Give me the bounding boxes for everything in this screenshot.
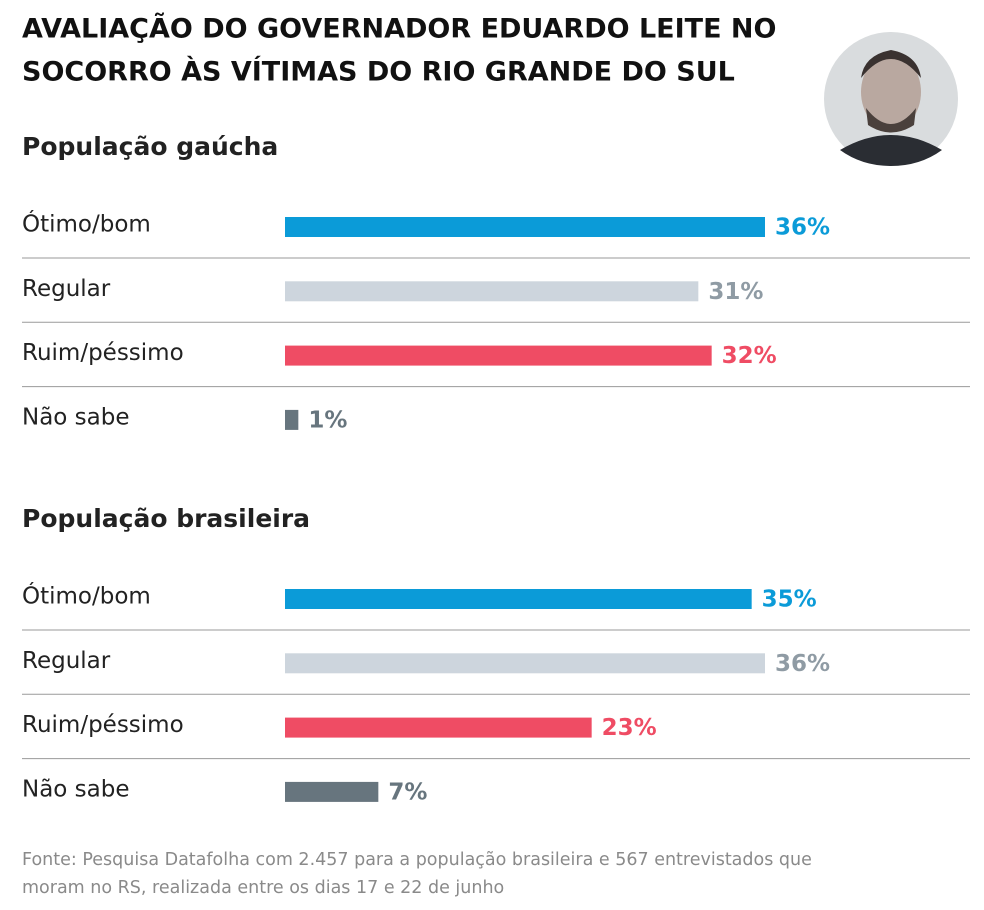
category-label: Não sabe	[22, 404, 130, 430]
category-label: Não sabe	[22, 776, 130, 802]
bar	[285, 653, 765, 674]
category-label: Regular	[22, 276, 111, 302]
value-label: 23%	[602, 715, 657, 741]
category-label: Regular	[22, 648, 111, 674]
source-line: moram no RS, realizada entre os dias 17 …	[22, 878, 504, 898]
category-label: Ótimo/bom	[22, 582, 151, 610]
value-label: 7%	[388, 779, 427, 805]
panel-title: População brasileira	[22, 504, 310, 533]
bar	[285, 217, 765, 237]
source-line: Fonte: Pesquisa Datafolha com 2.457 para…	[22, 850, 812, 870]
value-label: 1%	[308, 407, 347, 433]
bar	[285, 781, 379, 802]
bar	[285, 409, 299, 430]
bar	[285, 281, 699, 302]
category-label: Ruim/péssimo	[22, 340, 184, 366]
portrait	[824, 32, 958, 166]
bar	[285, 345, 712, 366]
title-line: SOCORRO ÀS VÍTIMAS DO RIO GRANDE DO SUL	[22, 56, 735, 88]
bar	[285, 717, 592, 738]
value-label: 36%	[775, 651, 830, 677]
value-label: 35%	[762, 587, 817, 613]
value-label: 32%	[722, 343, 777, 369]
title-line: AVALIAÇÃO DO GOVERNADOR EDUARDO LEITE NO	[22, 13, 776, 45]
value-label: 36%	[775, 215, 830, 241]
value-label: 31%	[708, 279, 763, 305]
category-label: Ótimo/bom	[22, 210, 151, 238]
panel-title: População gaúcha	[22, 132, 278, 161]
category-label: Ruim/péssimo	[22, 712, 184, 738]
bar	[285, 589, 752, 609]
